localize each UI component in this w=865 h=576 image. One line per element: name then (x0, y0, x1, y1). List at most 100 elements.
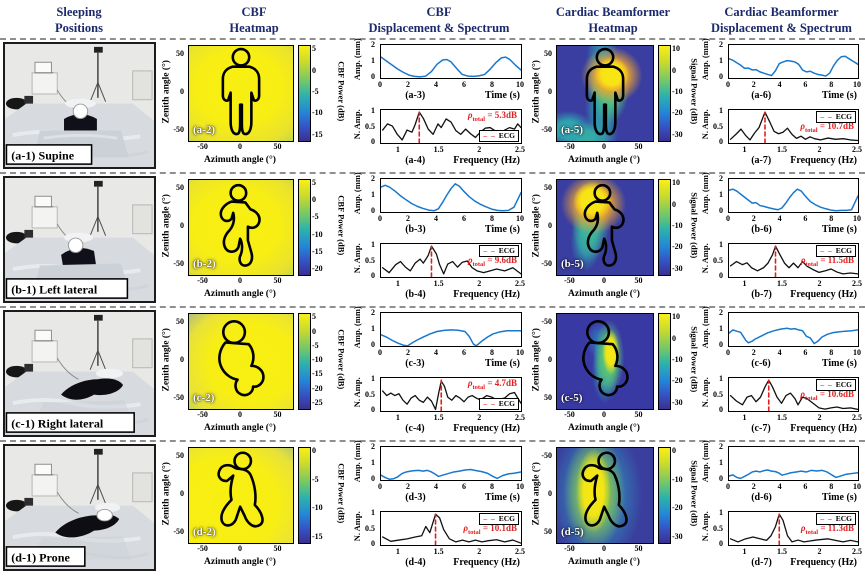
x-tick: 8 (490, 348, 494, 357)
y-tick: 0 (371, 474, 375, 483)
x-tick: -50 (197, 544, 208, 553)
header-line: CBF (241, 5, 267, 19)
axis-label-vertical: Amp. (mm) (351, 305, 362, 348)
x-tick: 1 (395, 279, 400, 288)
y-tick: 50 (176, 317, 184, 326)
ecg-legend: – – ECG (816, 245, 856, 258)
row-left-lateral: (b-1) Left lateral (b-2) 50 0 -50 -50 0 50 Zeni… (0, 172, 865, 306)
y-tick: 50 (176, 451, 184, 460)
axis-label-vertical: Amp. (mm) (351, 439, 362, 482)
photo-label-box (5, 546, 86, 567)
header-sleeping-positions: Sleeping Positions (0, 2, 158, 38)
body-outline-icon (583, 183, 625, 267)
colorbar-tick: -15 (312, 531, 323, 541)
cable (56, 491, 79, 514)
bag (5, 499, 28, 512)
axis-label-vertical: Zenith angle (°) (161, 327, 172, 391)
y-tick: 1 (719, 240, 723, 250)
ecg-dash-icon: – – (483, 246, 496, 255)
y-tick: 0 (719, 474, 723, 483)
colorbar-tick: -30 (672, 397, 683, 407)
body-outline-icon (221, 47, 261, 136)
panel-a2-cbf-heatmap: (a-2) 50 0 -50 -50 0 50 Zenith angle (°) Azimuth… (158, 40, 350, 172)
axis-label-vertical: N. Amp. (351, 376, 362, 407)
x-tick: 2 (817, 279, 822, 288)
y-tick: 0.5 (365, 389, 375, 399)
axis-label-vertical: Signal Power (dB) (689, 325, 700, 392)
x-tick: 10 (853, 214, 861, 223)
x-tick: 1 (742, 547, 747, 556)
panel-a1-photo: (a-1) Supine (0, 40, 158, 172)
x-tick: 10 (853, 80, 861, 89)
heatmap-plot: (a-5) (556, 45, 654, 142)
header-line: Heatmap (588, 21, 638, 35)
subplot-label: (c-7) (751, 423, 771, 434)
plot-area (380, 178, 522, 213)
heatmap-a-5: (a-5) 50 0 -50 -50 0 50 Zenith angle (°) Azimuth… (528, 40, 699, 172)
colorbar-tick: 0 (672, 446, 676, 456)
x-tick: -50 (197, 276, 208, 285)
person (61, 247, 96, 267)
x-axis-label: Time (s) (484, 358, 520, 369)
colorbar-tick: 0 (312, 195, 316, 205)
chart-d-6: 0 1 2 0 2 4 6 8 10 Amp. (mm) (d-6) Time (s) (698, 440, 865, 506)
ecg-dash-icon: – – (483, 130, 496, 140)
photo-supine: (a-1) Supine (3, 42, 156, 169)
y-tick: 1 (371, 106, 375, 116)
ecg-dash-icon: – – (820, 514, 833, 523)
x-tick: 50 (634, 544, 643, 553)
x-tick: 1.5 (433, 547, 444, 556)
rho-total-annotation: ρtotal = 11.3dB (800, 523, 854, 536)
axis-label-vertical: Amp. (mm) (351, 171, 362, 214)
heatmap-plot: (d-5) (556, 447, 654, 544)
colorbar-tick: -20 (672, 108, 683, 118)
plot-area (380, 44, 522, 79)
subplot-label: (d-3) (405, 492, 426, 503)
colorbar-tick: -5 (312, 340, 319, 350)
ecg-legend: – – ECG (479, 397, 519, 410)
photo-scene: (c-1) Right lateral (5, 312, 154, 435)
header-line: Positions (55, 21, 103, 35)
x-tick: 2 (477, 413, 482, 422)
rho-total-annotation: ρtotal = 10.7dB (800, 121, 854, 134)
axis-label-vertical: Zenith angle (°) (531, 59, 542, 123)
subplot-label: (b-3) (405, 224, 426, 235)
y-tick: 1 (371, 457, 375, 467)
x-tick: 1.5 (433, 145, 444, 154)
x-tick: 8 (829, 348, 834, 357)
x-axis-label: Azimuth angle (°) (568, 423, 640, 433)
x-tick: -50 (564, 410, 575, 419)
x-tick: 1 (395, 547, 400, 556)
axis-label-vertical: Signal Power (dB) (689, 191, 700, 258)
plot-area: ρtotal = 11.5dB – – ECG (728, 243, 859, 278)
heatmap-panel-label: (d-5) (561, 526, 584, 538)
x-axis-label: Time (s) (484, 90, 520, 101)
plot-area (728, 178, 859, 213)
y-tick: -50 (541, 451, 552, 460)
y-tick: 0 (719, 72, 723, 81)
chart-a-6: 0 1 2 0 2 4 6 8 10 Amp. (mm) (a-6) Time (s) (698, 38, 865, 104)
x-tick: 4 (434, 482, 438, 491)
x-axis-label: Time (s) (821, 358, 857, 369)
y-tick: 0 (180, 221, 184, 230)
subplot-label: (d-4) (405, 557, 426, 568)
colorbar-tick: -5 (312, 212, 319, 222)
subplot-label: (b-6) (751, 224, 772, 235)
y-tick: 2 (719, 39, 723, 49)
colorbar (658, 45, 671, 142)
header-line: Heatmap (229, 21, 279, 35)
x-tick: 2.5 (852, 279, 862, 288)
rho-total-annotation: ρtotal = 9.6dB (467, 255, 517, 268)
y-tick: -50 (541, 259, 552, 268)
chart-c-7: ρtotal = 10.6dB – – ECG 0 0.5 1 1 1.5 2 2.5 N. Amp… (698, 375, 865, 437)
axis-label-vertical: N. Amp. (699, 108, 710, 139)
panel-c1-photo: (c-1) Right lateral (0, 308, 158, 440)
heatmap-panel-label: (d-2) (193, 526, 216, 538)
x-tick: -50 (197, 142, 208, 151)
row-right-lateral: (c-1) Right lateral (c-2) 50 0 -50 -50 0 50 Zen… (0, 306, 865, 440)
photo-leftlat: (b-1) Left lateral (3, 176, 156, 303)
x-tick: 0 (238, 142, 242, 151)
heatmap-c-2: (c-2) 50 0 -50 -50 0 50 Zenith angle (°) Azimuth… (158, 308, 350, 440)
x-tick: 2 (406, 482, 410, 491)
subplot-label: (a-3) (405, 90, 426, 101)
